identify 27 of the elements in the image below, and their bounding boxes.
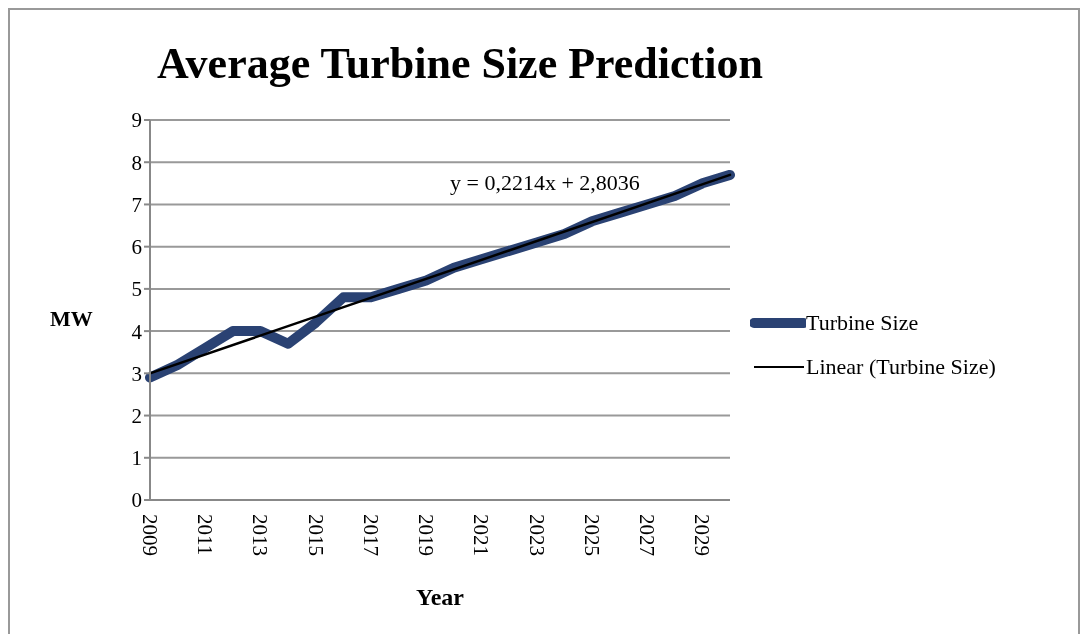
y-tick-label: 6 bbox=[131, 235, 142, 260]
x-axis-title: Year bbox=[415, 584, 465, 611]
y-axis-title: MW bbox=[50, 306, 93, 332]
x-tick-label: 2011 bbox=[193, 514, 218, 556]
legend-label: Linear (Turbine Size) bbox=[806, 354, 996, 380]
x-tick-label: 2027 bbox=[635, 514, 660, 556]
y-tick-label: 4 bbox=[131, 319, 143, 344]
x-tick-label: 2019 bbox=[414, 514, 439, 556]
y-tick-label: 1 bbox=[131, 446, 142, 471]
y-tick-label: 3 bbox=[131, 361, 142, 386]
y-tick-label: 7 bbox=[131, 192, 142, 217]
x-tick-label: 2029 bbox=[690, 514, 715, 556]
x-tick-label: 2009 bbox=[138, 514, 162, 556]
x-tick-label: 2023 bbox=[524, 514, 549, 556]
y-tick-label: 2 bbox=[131, 404, 142, 429]
x-tick-label: 2017 bbox=[358, 514, 383, 556]
x-tick-label: 2025 bbox=[579, 514, 604, 556]
y-tick-label: 5 bbox=[131, 277, 142, 302]
y-tick-label: 0 bbox=[131, 488, 142, 513]
chart-title: Average Turbine Size Prediction bbox=[156, 38, 764, 89]
annotation: y = 0,2214x + 2,8036 bbox=[450, 170, 640, 196]
legend-label: Turbine Size bbox=[806, 310, 919, 336]
x-tick-label: 2015 bbox=[303, 514, 328, 556]
x-tick-label: 2013 bbox=[248, 514, 273, 556]
x-tick-label: 2021 bbox=[469, 514, 494, 556]
y-tick-label: 8 bbox=[131, 150, 142, 175]
y-tick-label: 9 bbox=[131, 108, 142, 133]
